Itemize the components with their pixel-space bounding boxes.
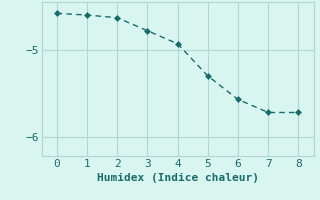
X-axis label: Humidex (Indice chaleur): Humidex (Indice chaleur): [97, 173, 259, 183]
